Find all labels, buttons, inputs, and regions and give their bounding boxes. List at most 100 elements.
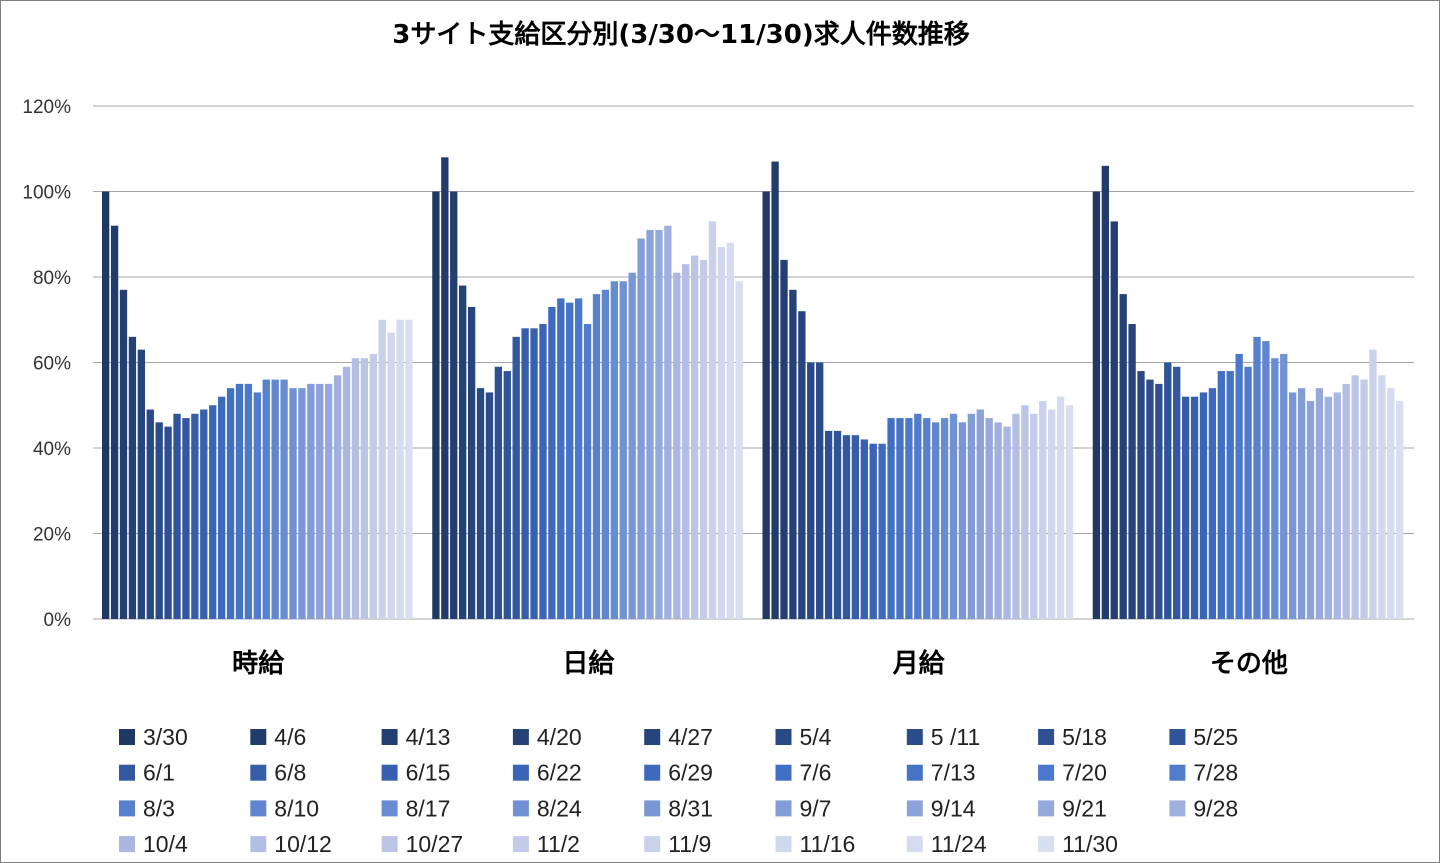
bar: [316, 383, 324, 620]
bar: [102, 191, 110, 619]
bars: [102, 157, 1404, 620]
bar: [1039, 400, 1047, 619]
bar: [200, 409, 208, 619]
legend-swatch: [119, 800, 135, 817]
legend-label: 3/30: [143, 724, 188, 750]
bar: [342, 366, 351, 619]
x-category-label: 月給: [892, 648, 946, 679]
bar: [905, 418, 913, 619]
legend-label: 8/17: [406, 795, 451, 821]
legend-label: 7/28: [1193, 760, 1238, 786]
legend-swatch: [250, 729, 267, 745]
x-category-label: 時給: [232, 648, 285, 679]
legend-label: 9/28: [1193, 795, 1238, 821]
bar: [1333, 392, 1341, 619]
legend-label: 6/15: [406, 760, 451, 786]
bar: [1092, 191, 1101, 619]
bar: [1173, 366, 1181, 619]
y-tick-label: 100%: [22, 183, 71, 204]
legend-swatch: [1038, 764, 1055, 781]
y-tick-label: 120%: [22, 97, 71, 118]
legend-label: 9/7: [800, 795, 832, 821]
legend-swatch: [381, 836, 398, 853]
bar: [976, 409, 984, 619]
bar: [1244, 366, 1252, 619]
bar: [333, 375, 342, 619]
bar: [146, 409, 154, 619]
bar: [860, 439, 868, 619]
bar: [262, 379, 270, 619]
legend-label: 7/6: [800, 760, 832, 786]
bar: [592, 294, 601, 619]
bar: [717, 247, 726, 619]
x-axis-categories: 時給 日給 月給 その他: [232, 648, 1288, 679]
legend-swatch: [512, 836, 529, 853]
bar: [1306, 400, 1315, 619]
bar: [235, 383, 244, 620]
legend-swatch: [775, 729, 792, 745]
bar: [1128, 324, 1136, 619]
bar: [485, 392, 494, 619]
bar: [896, 418, 904, 619]
bar: [771, 161, 779, 619]
bar: [1271, 358, 1279, 619]
legend-swatch: [512, 800, 529, 817]
legend-label: 9/21: [1062, 795, 1107, 821]
bar: [164, 426, 172, 620]
legend-label: 6/29: [668, 760, 713, 786]
bar: [512, 336, 520, 619]
bar: [396, 319, 404, 619]
bar: [217, 396, 226, 619]
legend-swatch: [250, 800, 267, 817]
bar: [191, 413, 199, 619]
bar: [530, 328, 538, 619]
bar: [985, 418, 993, 619]
bar: [816, 362, 824, 619]
y-axis-ticks: 0% 20% 40% 60% 80% 100% 120%: [22, 97, 71, 631]
bar: [1253, 336, 1261, 619]
bar: [110, 225, 119, 619]
bar: [967, 413, 976, 619]
bar: [824, 430, 833, 619]
bar: [441, 157, 449, 620]
bar: [601, 289, 610, 619]
legend-label: 8/10: [274, 795, 319, 821]
legend-swatch: [644, 764, 661, 781]
bar: [253, 392, 261, 619]
bar: [1030, 413, 1038, 619]
bar: [1101, 165, 1109, 619]
bar: [726, 242, 734, 620]
legend-swatch: [381, 800, 398, 817]
bar: [1226, 371, 1234, 619]
legend-label: 8/31: [668, 795, 713, 821]
bar: [690, 255, 699, 620]
legend-swatch: [1038, 836, 1055, 853]
y-tick-label: 80%: [33, 268, 71, 289]
bar: [762, 191, 770, 619]
bar: [664, 225, 672, 619]
bar: [1119, 294, 1127, 619]
bar: [994, 422, 1002, 619]
y-tick-label: 0%: [44, 610, 72, 631]
bar: [539, 324, 547, 619]
bar: [1164, 362, 1172, 619]
bar: [128, 336, 137, 619]
bar: [119, 289, 128, 619]
bar: [682, 264, 690, 619]
bar: [307, 383, 315, 620]
bar: [1208, 388, 1217, 619]
legend-swatch: [119, 836, 135, 853]
bar: [798, 311, 806, 619]
legend-swatch: [1169, 729, 1186, 745]
bar: [1315, 388, 1324, 619]
bar: [298, 388, 306, 619]
legend-label: 5 /11: [931, 724, 980, 750]
legend-swatch: [1038, 800, 1055, 817]
bar: [1110, 221, 1118, 619]
bar: [869, 443, 877, 619]
legend-swatch: [906, 729, 923, 745]
legend-swatch: [906, 764, 923, 781]
bar: [1199, 392, 1208, 619]
x-category-label: 日給: [562, 648, 615, 679]
